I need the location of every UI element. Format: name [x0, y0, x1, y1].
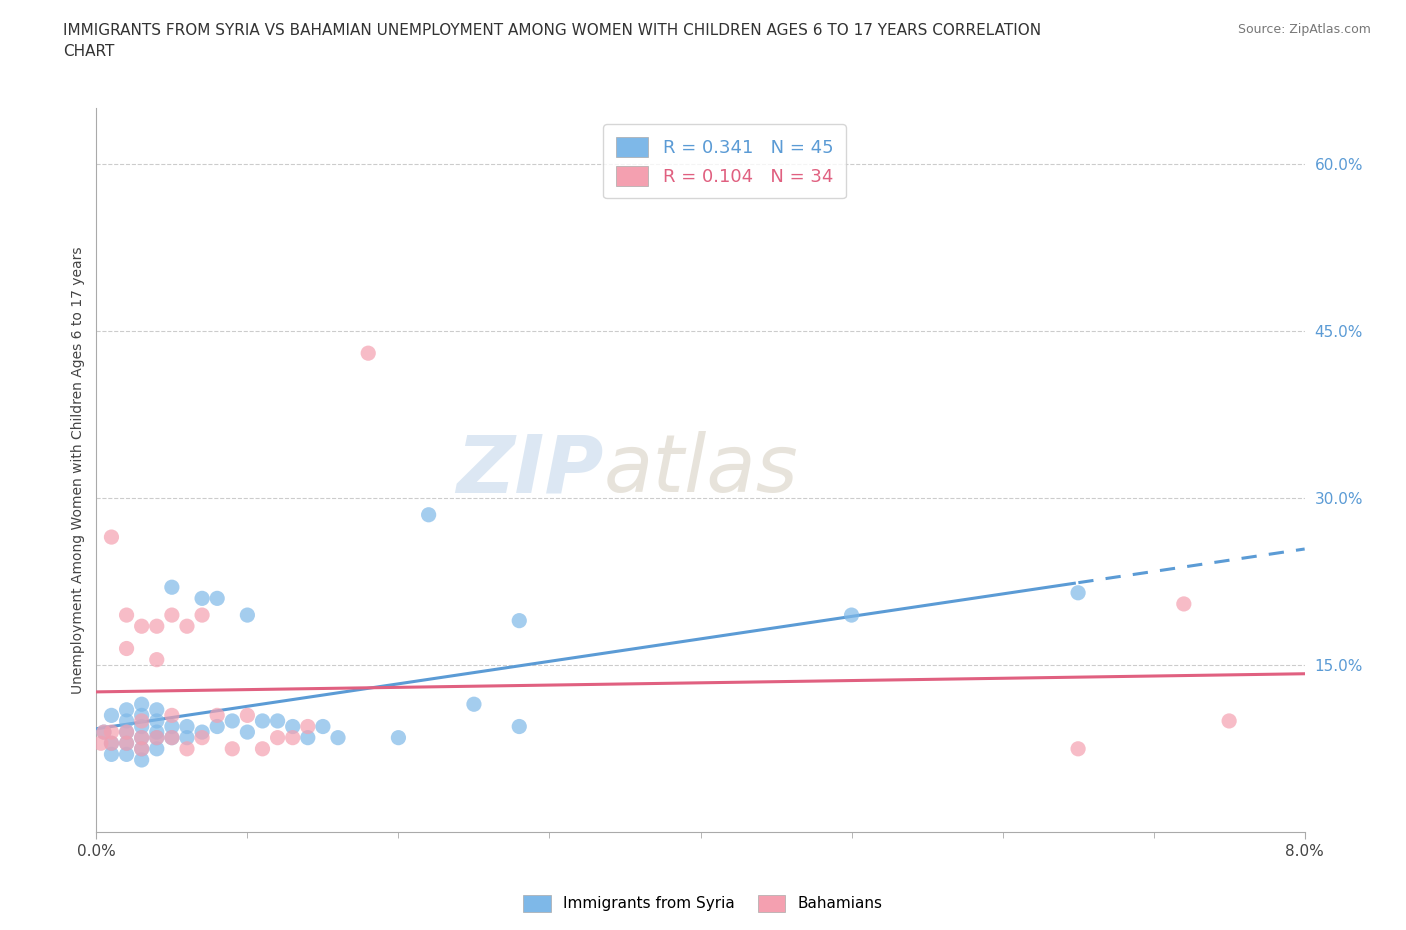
Point [145, 713, 167, 728]
Point [297, 719, 319, 734]
Point [145, 618, 167, 633]
Point [176, 618, 198, 633]
Point [115, 607, 138, 622]
Point [100, 529, 122, 544]
Point [312, 719, 335, 734]
Point [131, 618, 153, 633]
Point [326, 730, 349, 745]
Point [100, 736, 122, 751]
Point [100, 708, 122, 723]
Point [115, 736, 138, 751]
Point [205, 719, 228, 734]
Text: ZIP: ZIP [457, 432, 603, 510]
Point [145, 652, 167, 667]
Point [176, 730, 198, 745]
Point [100, 747, 122, 762]
Point [297, 730, 319, 745]
Point [841, 607, 863, 622]
Point [1067, 585, 1090, 600]
Point [160, 708, 183, 723]
Point [145, 741, 167, 756]
Point [160, 607, 183, 622]
Point [418, 508, 440, 523]
Point [221, 741, 243, 756]
Point [131, 730, 153, 745]
Point [236, 708, 259, 723]
Point [191, 730, 214, 745]
Legend: R = 0.341   N = 45, R = 0.104   N = 34: R = 0.341 N = 45, R = 0.104 N = 34 [603, 125, 846, 198]
Point [508, 719, 530, 734]
Point [1173, 596, 1195, 611]
Point [205, 591, 228, 605]
Point [115, 736, 138, 751]
Point [93, 724, 115, 739]
Point [1218, 713, 1240, 728]
Point [145, 702, 167, 717]
Point [266, 730, 288, 745]
Point [191, 591, 214, 605]
Point [160, 730, 183, 745]
Point [145, 724, 167, 739]
Point [131, 708, 153, 723]
Point [131, 741, 153, 756]
Point [191, 607, 214, 622]
Point [115, 713, 138, 728]
Point [176, 719, 198, 734]
Text: Source: ZipAtlas.com: Source: ZipAtlas.com [1237, 23, 1371, 36]
Point [145, 730, 167, 745]
Point [205, 708, 228, 723]
Point [115, 641, 138, 656]
Point [93, 724, 115, 739]
Point [387, 730, 409, 745]
Point [508, 613, 530, 628]
Point [131, 697, 153, 711]
Point [236, 724, 259, 739]
Point [160, 579, 183, 594]
Point [176, 741, 198, 756]
Point [357, 346, 380, 361]
Point [221, 713, 243, 728]
Point [115, 724, 138, 739]
Point [131, 730, 153, 745]
Legend: Immigrants from Syria, Bahamians: Immigrants from Syria, Bahamians [517, 889, 889, 918]
Text: IMMIGRANTS FROM SYRIA VS BAHAMIAN UNEMPLOYMENT AMONG WOMEN WITH CHILDREN AGES 6 : IMMIGRANTS FROM SYRIA VS BAHAMIAN UNEMPL… [63, 23, 1042, 60]
Point [115, 702, 138, 717]
Point [252, 741, 274, 756]
Point [236, 607, 259, 622]
Point [463, 697, 485, 711]
Point [266, 713, 288, 728]
Point [281, 719, 304, 734]
Point [281, 730, 304, 745]
Point [131, 719, 153, 734]
Point [100, 724, 122, 739]
Y-axis label: Unemployment Among Women with Children Ages 6 to 17 years: Unemployment Among Women with Children A… [72, 246, 86, 694]
Point [131, 752, 153, 767]
Point [115, 724, 138, 739]
Point [191, 724, 214, 739]
Point [131, 741, 153, 756]
Point [160, 730, 183, 745]
Point [115, 747, 138, 762]
Point [1067, 741, 1090, 756]
Point [160, 719, 183, 734]
Text: atlas: atlas [603, 432, 799, 510]
Point [131, 713, 153, 728]
Point [252, 713, 274, 728]
Point [145, 730, 167, 745]
Point [90, 736, 112, 751]
Point [100, 736, 122, 751]
